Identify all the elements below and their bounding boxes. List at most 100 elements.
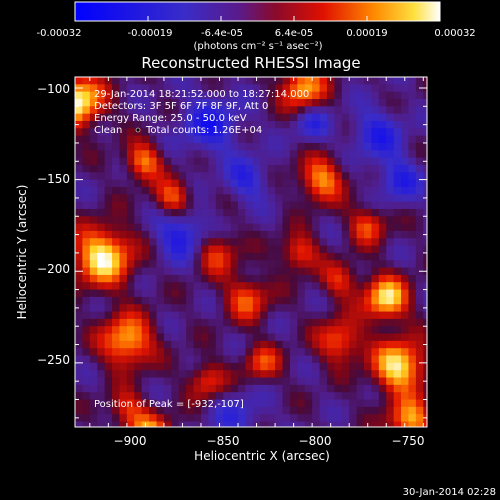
heatmap-cell xyxy=(364,311,372,320)
heatmap-cell xyxy=(312,223,321,232)
heatmap-cell xyxy=(326,128,335,137)
heatmap-cell xyxy=(171,216,180,225)
heatmap-cell xyxy=(289,135,298,144)
heatmap-cell xyxy=(312,392,321,401)
heatmap-cell xyxy=(356,179,365,188)
heatmap-cell xyxy=(260,216,269,225)
heatmap-cell xyxy=(319,106,328,115)
colorbar-tick-label: 6.4e-05 xyxy=(275,28,313,39)
heatmap-cell xyxy=(334,282,343,291)
heatmap-cell xyxy=(119,164,128,173)
heatmap-cell xyxy=(75,406,83,415)
heatmap-cell xyxy=(200,304,209,313)
heatmap-cell xyxy=(97,150,106,159)
heatmap-cell xyxy=(245,348,254,357)
heatmap-cell xyxy=(282,216,291,225)
heatmap-cell xyxy=(163,113,172,122)
heatmap-cell xyxy=(178,106,187,115)
heatmap-cell xyxy=(341,150,350,159)
heatmap-cell xyxy=(193,370,202,379)
heatmap-cell xyxy=(341,201,350,210)
chart-title: Reconstructed RHESSI Image xyxy=(141,54,360,72)
heatmap-cell xyxy=(275,142,283,151)
heatmap-cell xyxy=(252,289,261,298)
heatmap-cell xyxy=(149,201,158,210)
heatmap-cell xyxy=(326,267,335,276)
heatmap-cell xyxy=(82,252,91,261)
heatmap-cell xyxy=(104,186,113,195)
heatmap-cell xyxy=(134,208,143,217)
heatmap-cell xyxy=(289,216,298,225)
heatmap-cell xyxy=(223,318,232,327)
heatmap-cell xyxy=(267,128,276,137)
heatmap-cell xyxy=(141,370,150,379)
heatmap-cell xyxy=(119,135,128,144)
heatmap-cell xyxy=(312,142,321,151)
heatmap-cell xyxy=(245,106,254,115)
heatmap-cell xyxy=(415,142,424,151)
heatmap-cell xyxy=(252,179,261,188)
heatmap-cell xyxy=(341,135,350,144)
heatmap-cell xyxy=(223,274,232,283)
heatmap-cell xyxy=(415,128,424,137)
heatmap-cell xyxy=(260,282,269,291)
heatmap-cell xyxy=(393,282,402,291)
heatmap-cell xyxy=(104,282,113,291)
heatmap-cell xyxy=(356,289,365,298)
heatmap-cell xyxy=(238,128,246,137)
heatmap-cell xyxy=(89,164,98,173)
heatmap-cell xyxy=(319,98,328,107)
heatmap-cell xyxy=(371,326,380,335)
heatmap-cell xyxy=(238,230,246,239)
heatmap-cell xyxy=(260,304,269,313)
heatmap-cell xyxy=(312,362,321,371)
heatmap-cell xyxy=(260,289,269,298)
heatmap-cell xyxy=(289,392,298,401)
heatmap-cell xyxy=(356,384,365,393)
heatmap-cell xyxy=(193,267,202,276)
heatmap-cell xyxy=(393,399,402,408)
heatmap-cell xyxy=(415,164,424,173)
heatmap-cell xyxy=(326,318,335,327)
heatmap-cell xyxy=(304,106,313,115)
heatmap-cell xyxy=(149,355,158,364)
heatmap-cell xyxy=(304,179,313,188)
heatmap-cell xyxy=(378,260,387,269)
heatmap-cell xyxy=(393,377,402,386)
heatmap-cell xyxy=(275,157,283,166)
heatmap-cell xyxy=(200,333,209,342)
heatmap-cell xyxy=(386,252,395,261)
heatmap-cell xyxy=(134,113,143,122)
heatmap-cell xyxy=(386,106,395,115)
heatmap-cell xyxy=(215,98,224,107)
heatmap-cell xyxy=(260,113,269,122)
heatmap-cell xyxy=(186,311,195,320)
heatmap-cell xyxy=(393,340,402,349)
heatmap-cell xyxy=(386,399,395,408)
heatmap-cell xyxy=(245,84,254,93)
heatmap-cell xyxy=(423,223,427,232)
heatmap-cell xyxy=(252,311,261,320)
heatmap-cell xyxy=(415,406,424,415)
heatmap-cell xyxy=(134,362,143,371)
heatmap-cell xyxy=(104,304,113,313)
heatmap-cell xyxy=(193,186,202,195)
heatmap-cell xyxy=(119,384,128,393)
colorbar-tick-label: -6.4e-05 xyxy=(201,28,243,39)
heatmap-cell xyxy=(297,340,306,349)
heatmap-cell xyxy=(156,377,165,386)
heatmap-cell xyxy=(230,252,239,261)
heatmap-cell xyxy=(341,333,350,342)
heatmap-cell xyxy=(156,179,165,188)
heatmap-cell xyxy=(89,304,98,313)
heatmap-cell xyxy=(252,274,261,283)
heatmap-cell xyxy=(393,120,402,129)
heatmap-cell xyxy=(408,91,417,100)
heatmap-cell xyxy=(178,223,187,232)
x-tick-label: −800 xyxy=(299,434,332,448)
heatmap-cell xyxy=(319,164,328,173)
heatmap-cell xyxy=(112,282,120,291)
heatmap-cell xyxy=(289,296,298,305)
y-tick-label: −100 xyxy=(37,82,70,96)
heatmap-cell xyxy=(393,157,402,166)
